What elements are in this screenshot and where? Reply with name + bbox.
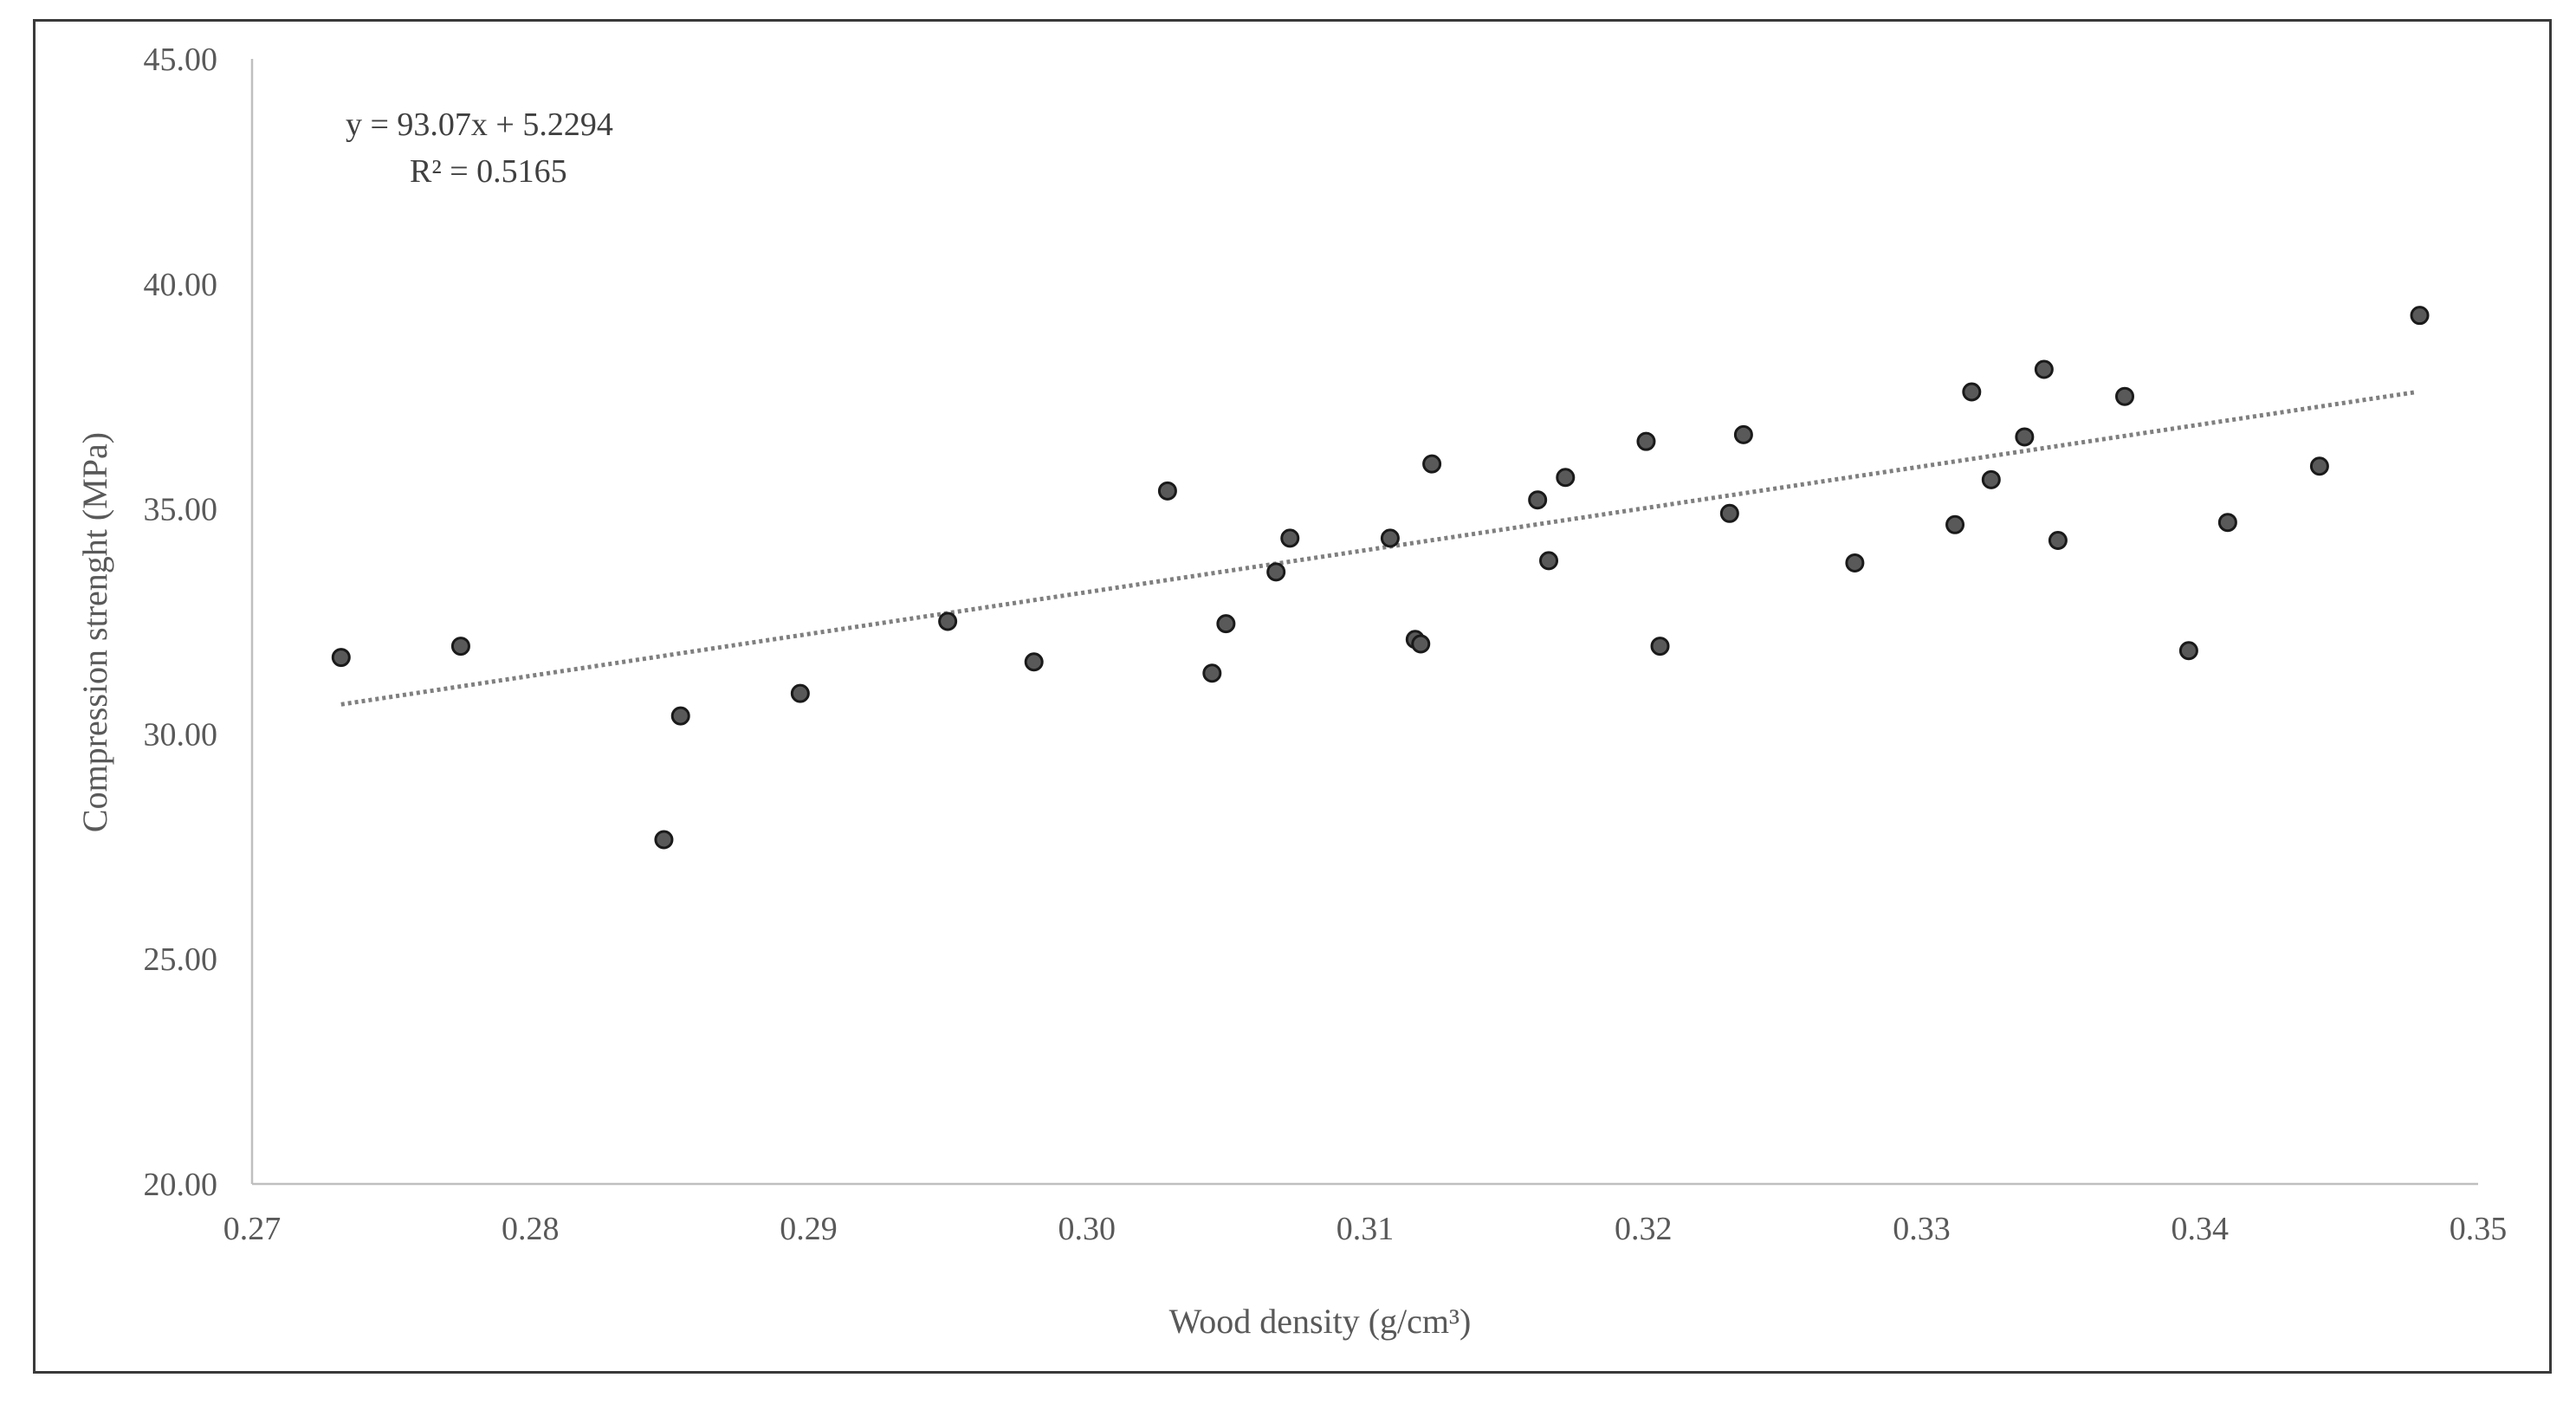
trendline-layer — [340, 390, 2417, 707]
data-point — [2217, 513, 2237, 533]
data-point — [2015, 427, 2035, 447]
data-point — [2309, 456, 2329, 476]
data-point — [790, 683, 810, 703]
data-point — [1981, 469, 2001, 489]
y-tick-label: 25.00 — [144, 941, 218, 978]
data-point — [1024, 652, 1044, 672]
data-point — [1539, 551, 1559, 571]
data-point — [1962, 382, 1982, 402]
trendline-equation: y = 93.07x + 5.2294 — [346, 107, 613, 143]
data-point — [2115, 386, 2135, 406]
x-tick-label: 0.31 — [1337, 1211, 1395, 1247]
x-tick-label: 0.30 — [1058, 1211, 1116, 1247]
data-point — [1733, 424, 1753, 444]
x-tick-label: 0.28 — [502, 1211, 560, 1247]
data-point — [938, 611, 958, 631]
data-point — [2048, 530, 2068, 550]
chart-frame: y = 93.07x + 5.2294 R² = 0.5165 Wood den… — [33, 19, 2552, 1374]
data-point — [654, 830, 674, 850]
y-tick-label: 30.00 — [144, 716, 218, 753]
data-point — [331, 648, 351, 668]
data-point — [2410, 306, 2430, 326]
y-tick-label: 20.00 — [144, 1167, 218, 1203]
data-point — [1216, 614, 1236, 634]
r-squared-label: R² = 0.5165 — [410, 153, 567, 190]
x-tick-label: 0.35 — [2450, 1211, 2508, 1247]
data-point — [450, 637, 470, 656]
x-tick-label: 0.33 — [1893, 1211, 1951, 1247]
y-axis-title: Compression strenght (MPa) — [75, 432, 114, 832]
data-point — [1556, 468, 1576, 488]
labels: y = 93.07x + 5.2294 R² = 0.5165 Wood den… — [75, 42, 2507, 1341]
data-point — [1845, 553, 1865, 572]
x-tick-label: 0.27 — [223, 1211, 282, 1247]
y-tick-label: 35.00 — [144, 492, 218, 528]
data-point — [1411, 634, 1431, 654]
trendline — [340, 390, 2417, 707]
axes — [250, 59, 2478, 1186]
data-point — [1650, 637, 1670, 656]
data-point — [1528, 490, 1548, 510]
data-point — [1266, 562, 1286, 582]
data-points — [331, 306, 2430, 850]
data-point — [1719, 503, 1739, 523]
data-point — [670, 706, 690, 726]
data-point — [1636, 431, 1656, 451]
data-point — [1202, 663, 1222, 683]
x-tick-label: 0.34 — [2171, 1211, 2230, 1247]
data-point — [2178, 641, 2198, 661]
x-axis-title: Wood density (g/cm³) — [1169, 1302, 1472, 1341]
data-point — [1945, 514, 1965, 534]
data-point — [1280, 528, 1300, 548]
data-point — [2034, 359, 2054, 379]
x-tick-label: 0.32 — [1615, 1211, 1673, 1247]
scatter-chart: y = 93.07x + 5.2294 R² = 0.5165 Wood den… — [75, 42, 2507, 1341]
y-tick-label: 45.00 — [144, 42, 218, 78]
y-tick-label: 40.00 — [144, 267, 218, 303]
data-point — [1422, 454, 1442, 474]
data-point — [1157, 481, 1177, 501]
x-tick-label: 0.29 — [780, 1211, 838, 1247]
data-point — [1380, 528, 1400, 548]
